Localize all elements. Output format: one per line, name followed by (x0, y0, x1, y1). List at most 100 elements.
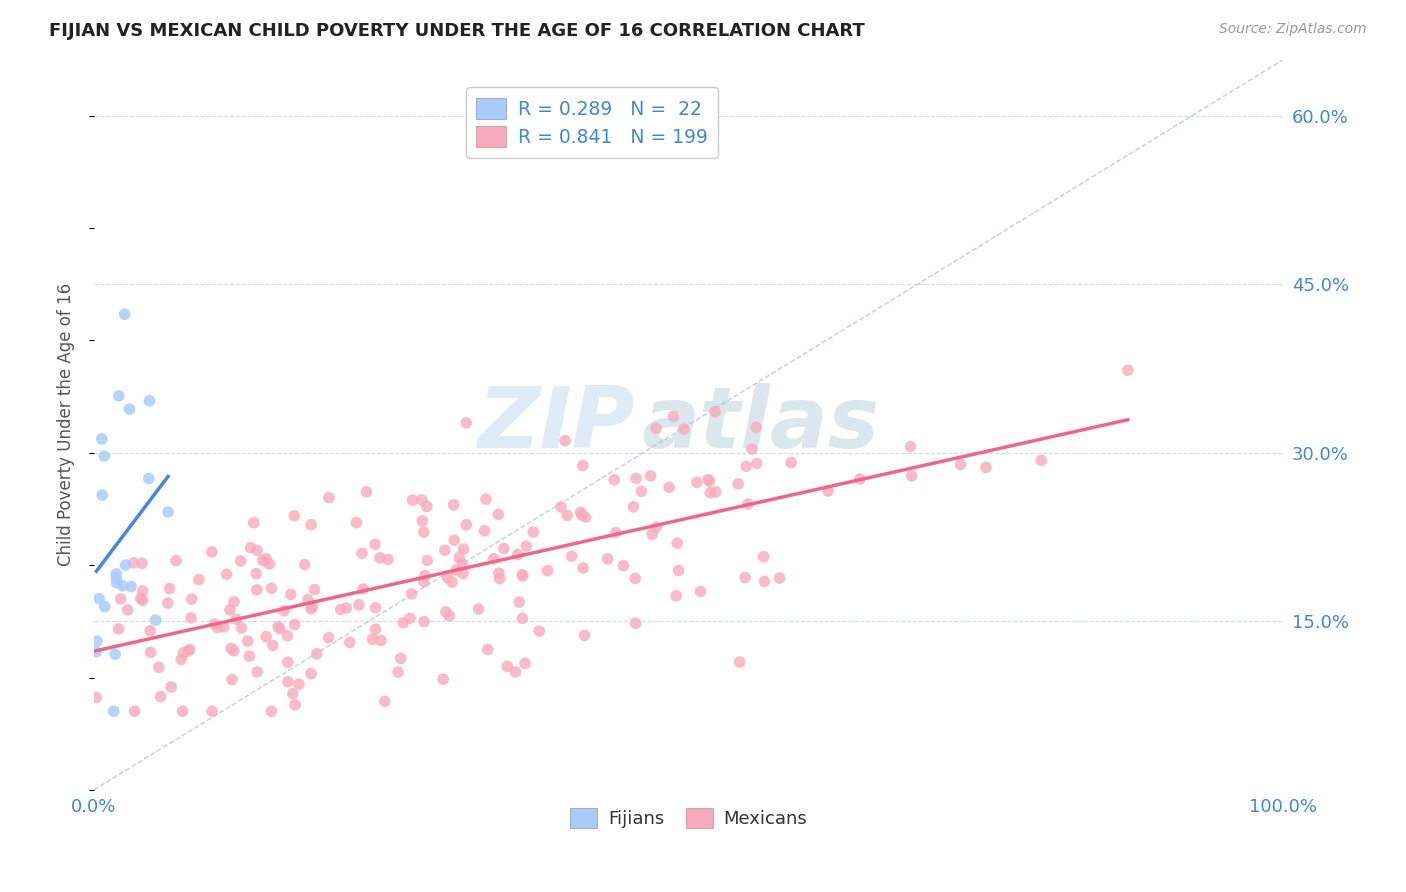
Point (352, 582, 374, 596)
Point (179, 642, 201, 657)
Point (645, 421, 668, 435)
Point (704, 405, 727, 419)
Point (745, 420, 768, 434)
Point (138, 471, 160, 485)
Point (768, 571, 790, 585)
Point (273, 604, 295, 618)
Point (165, 553, 187, 567)
Point (257, 557, 280, 571)
Point (728, 655, 751, 669)
Point (572, 458, 595, 473)
Point (413, 574, 436, 589)
Point (93, 599, 115, 614)
Point (347, 598, 370, 612)
Point (269, 622, 291, 636)
Point (467, 602, 489, 616)
Point (139, 645, 162, 659)
Point (110, 591, 132, 606)
Point (640, 468, 662, 483)
Point (364, 622, 387, 636)
Point (374, 694, 396, 708)
Point (401, 587, 423, 601)
Point (364, 600, 387, 615)
Point (436, 571, 458, 585)
Point (177, 644, 200, 658)
Point (443, 533, 465, 548)
Point (267, 619, 290, 633)
Point (107, 622, 129, 636)
Point (156, 596, 179, 610)
Point (245, 566, 267, 581)
Point (180, 592, 202, 607)
Point (350, 546, 373, 560)
Point (288, 677, 311, 691)
Point (294, 558, 316, 572)
Point (686, 475, 709, 490)
Point (569, 505, 592, 519)
Point (246, 582, 269, 597)
Y-axis label: Child Poverty Under the Age of 16: Child Poverty Under the Age of 16 (58, 283, 75, 566)
Point (305, 647, 328, 661)
Legend: Fijians, Mexicans: Fijians, Mexicans (562, 800, 814, 836)
Point (529, 624, 551, 639)
Point (433, 543, 456, 558)
Point (506, 548, 529, 562)
Point (299, 517, 322, 532)
Point (737, 497, 759, 511)
Point (361, 632, 384, 647)
Point (284, 698, 307, 712)
Point (131, 557, 153, 571)
Point (280, 587, 302, 601)
Point (605, 525, 627, 540)
Point (439, 609, 461, 624)
Point (124, 704, 146, 718)
Point (510, 567, 533, 582)
Point (735, 459, 758, 474)
Point (665, 589, 688, 603)
Text: atlas: atlas (641, 384, 879, 467)
Point (513, 657, 536, 671)
Point (451, 566, 474, 581)
Point (172, 646, 194, 660)
Point (401, 493, 423, 508)
Point (114, 307, 136, 321)
Point (111, 579, 134, 593)
Point (752, 549, 775, 564)
Point (496, 659, 519, 673)
Point (849, 472, 872, 486)
Point (727, 476, 749, 491)
Point (86, 690, 108, 705)
Point (222, 643, 245, 657)
Point (219, 641, 242, 656)
Point (621, 500, 644, 514)
Point (603, 473, 626, 487)
Point (817, 483, 839, 498)
Point (299, 601, 322, 615)
Point (318, 491, 340, 505)
Point (554, 434, 576, 448)
Point (91, 488, 114, 502)
Point (131, 583, 153, 598)
Point (550, 500, 572, 514)
Point (277, 674, 299, 689)
Point (283, 508, 305, 523)
Point (339, 635, 361, 649)
Point (411, 492, 433, 507)
Point (574, 628, 596, 642)
Point (612, 558, 634, 573)
Point (780, 456, 803, 470)
Point (453, 542, 475, 557)
Point (522, 524, 544, 539)
Point (254, 552, 277, 566)
Point (624, 616, 647, 631)
Point (456, 416, 478, 430)
Point (157, 505, 180, 519)
Point (344, 516, 367, 530)
Point (512, 611, 534, 625)
Point (238, 649, 260, 664)
Point (596, 551, 619, 566)
Point (187, 573, 209, 587)
Point (474, 524, 496, 538)
Point (451, 557, 474, 571)
Point (246, 543, 269, 558)
